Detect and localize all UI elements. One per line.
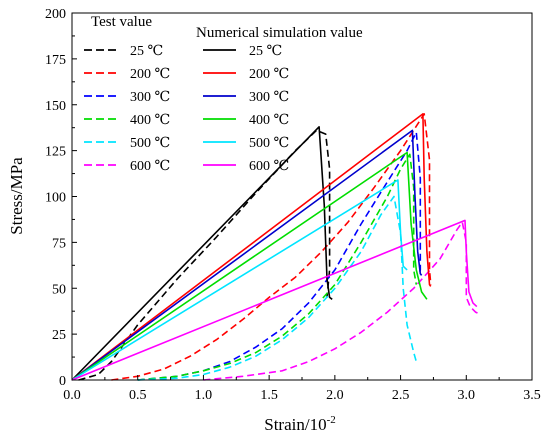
legend-label-sim: 300 ℃ [249,90,289,105]
x-tick-label: 0.5 [129,388,147,403]
x-tick-label: 1.0 [195,388,213,403]
x-tick-label: 0.0 [63,388,81,403]
x-axis-title: Strain/10-2 [264,414,336,434]
legend-test-title: Test value [91,14,152,30]
y-tick-label: 50 [52,282,66,297]
series-line-sim-10 [71,179,408,381]
legend-label-test: 25 ℃ [130,44,163,59]
x-axis-title-base: Strain/10 [264,415,326,434]
x-axis-title-exponent: -2 [327,414,336,426]
y-tick-label: 125 [45,145,66,160]
legend-label-sim: 200 ℃ [249,67,289,82]
legend-label-test: 300 ℃ [130,90,170,105]
y-tick-label: 200 [45,7,66,22]
series-line-sim-6 [71,126,333,381]
legend-label-test: 400 ℃ [130,113,170,128]
legend-sim-title: Numerical simulation value [196,25,363,41]
series-lines [71,113,480,381]
y-tick-label: 175 [45,53,66,68]
tick-marks: 0.0 0.5 1.0 1.5 2.0 2.5 3.0 3.5 0 25 50 75 100 125 150… [45,7,541,403]
legend-label-sim: 500 ℃ [249,136,289,151]
x-tick-label: 3.5 [523,388,541,403]
y-tick-label: 150 [45,99,66,114]
series-line-sim-7 [71,113,432,381]
y-tick-label: 100 [45,191,66,206]
series-line-test-4 [137,195,418,381]
series-line-test-5 [203,221,480,381]
legend: Test value Numerical simulation value 25… [84,14,363,174]
series-line-test-0 [78,129,331,381]
x-tick-label: 2.5 [392,388,410,403]
legend-label-test: 200 ℃ [130,67,170,82]
y-tick-label: 25 [52,328,66,343]
series-line-sim-11 [71,219,478,381]
legend-label-test: 600 ℃ [130,159,170,174]
x-tick-label: 1.5 [260,388,278,403]
x-tick-label: 3.0 [458,388,476,403]
y-tick-label: 0 [59,374,66,389]
legend-label-sim: 25 ℃ [249,44,282,59]
series-line-test-1 [111,113,432,381]
y-axis-title: Stress/MPa [7,157,26,235]
legend-label-sim: 400 ℃ [249,113,289,128]
legend-label-sim: 600 ℃ [249,159,289,174]
series-line-test-2 [137,131,422,381]
x-tick-label: 2.0 [326,388,344,403]
series-line-sim-8 [71,129,423,381]
legend-label-test: 500 ℃ [130,136,170,151]
series-line-sim-9 [71,151,428,381]
series-line-test-3 [137,153,418,381]
y-tick-label: 75 [52,236,66,251]
